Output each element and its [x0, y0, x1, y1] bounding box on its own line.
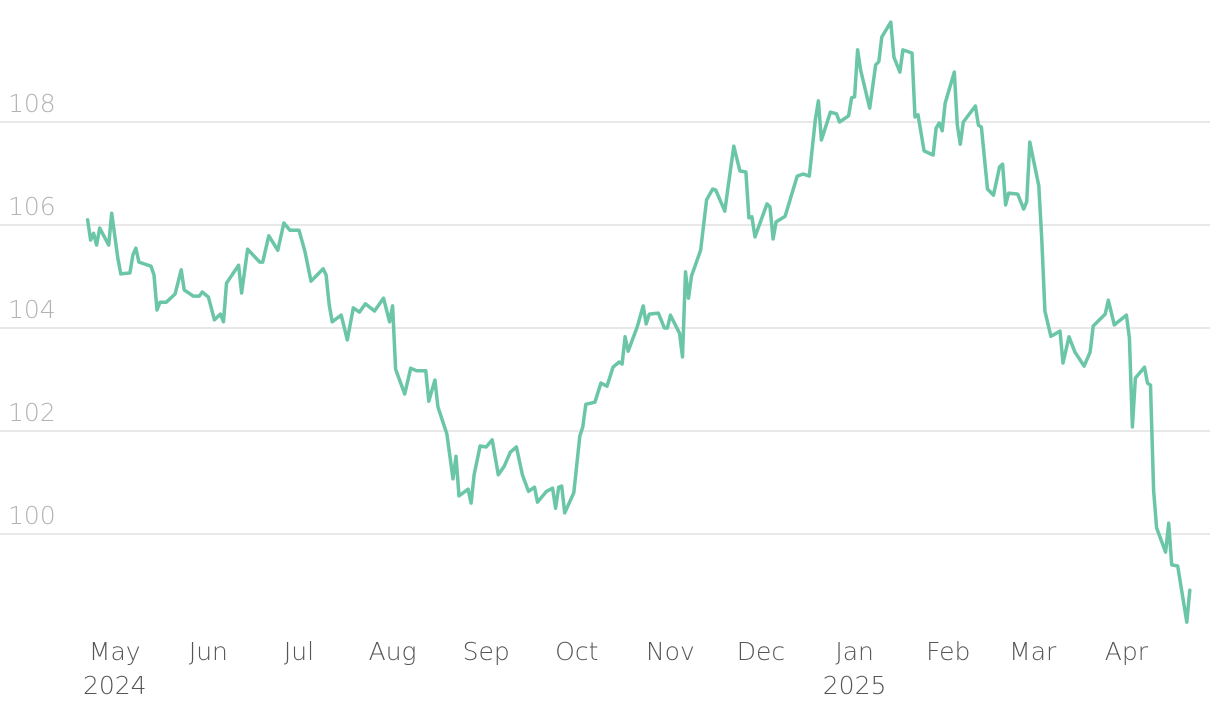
x-tick-label: Nov — [646, 637, 695, 666]
x-tick-label: May — [89, 637, 141, 666]
x-tick-label: Apr — [1105, 637, 1149, 666]
x-tick-label: Aug — [369, 637, 417, 666]
x-tick-label: Sep — [463, 637, 510, 666]
x-tick-label: Mar — [1009, 637, 1057, 666]
x-tick-label: Feb — [926, 637, 970, 666]
x-tick-label: Jan — [835, 637, 874, 666]
x-year-label: 2025 — [823, 671, 887, 700]
y-tick-label: 102 — [8, 398, 56, 427]
x-tick-label: Jul — [284, 637, 314, 666]
y-tick-label: 106 — [8, 192, 56, 221]
x-year-label: 2024 — [83, 671, 147, 700]
x-tick-label: Jun — [189, 637, 228, 666]
y-tick-label: 100 — [8, 501, 56, 530]
x-tick-label: Dec — [737, 637, 785, 666]
x-tick-label: Oct — [555, 637, 598, 666]
y-tick-label: 104 — [8, 295, 56, 324]
y-tick-label: 108 — [8, 89, 56, 118]
line — [85, 20, 1192, 624]
